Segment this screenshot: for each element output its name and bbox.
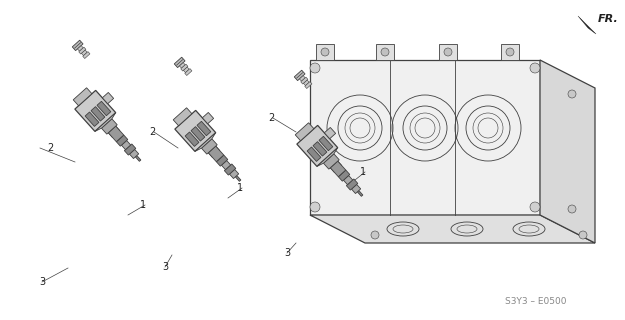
Polygon shape bbox=[195, 133, 216, 151]
Polygon shape bbox=[439, 44, 457, 60]
Polygon shape bbox=[229, 169, 239, 179]
Circle shape bbox=[579, 231, 587, 239]
Polygon shape bbox=[97, 101, 111, 116]
Polygon shape bbox=[197, 121, 211, 136]
Polygon shape bbox=[319, 136, 333, 151]
Text: 3: 3 bbox=[284, 248, 290, 258]
Circle shape bbox=[371, 231, 379, 239]
Polygon shape bbox=[184, 67, 189, 73]
Text: FR.: FR. bbox=[598, 14, 619, 24]
Polygon shape bbox=[305, 82, 312, 89]
Polygon shape bbox=[102, 92, 114, 104]
Polygon shape bbox=[346, 179, 358, 190]
Polygon shape bbox=[82, 52, 90, 59]
Polygon shape bbox=[208, 146, 220, 157]
Polygon shape bbox=[336, 167, 344, 176]
Text: 3: 3 bbox=[162, 262, 168, 272]
Polygon shape bbox=[116, 135, 128, 146]
Polygon shape bbox=[344, 175, 352, 185]
Circle shape bbox=[568, 90, 576, 98]
Polygon shape bbox=[113, 132, 123, 141]
Polygon shape bbox=[174, 57, 185, 68]
Circle shape bbox=[321, 48, 329, 56]
Polygon shape bbox=[81, 50, 88, 56]
Polygon shape bbox=[376, 44, 394, 60]
Polygon shape bbox=[310, 60, 540, 215]
Polygon shape bbox=[129, 149, 139, 158]
Polygon shape bbox=[301, 77, 308, 84]
Polygon shape bbox=[185, 132, 199, 147]
Polygon shape bbox=[501, 44, 519, 60]
Text: 3: 3 bbox=[39, 277, 45, 287]
Text: 2: 2 bbox=[47, 143, 53, 153]
Circle shape bbox=[310, 202, 320, 212]
Polygon shape bbox=[201, 139, 217, 154]
Polygon shape bbox=[307, 147, 321, 161]
Polygon shape bbox=[208, 146, 224, 162]
Polygon shape bbox=[173, 108, 192, 126]
Polygon shape bbox=[95, 113, 116, 132]
Polygon shape bbox=[179, 63, 185, 68]
Circle shape bbox=[530, 202, 540, 212]
Circle shape bbox=[530, 63, 540, 73]
Polygon shape bbox=[91, 107, 105, 121]
Polygon shape bbox=[540, 60, 595, 243]
Polygon shape bbox=[297, 125, 338, 166]
Text: 2: 2 bbox=[268, 113, 274, 123]
Polygon shape bbox=[224, 164, 236, 175]
Polygon shape bbox=[79, 47, 86, 54]
Polygon shape bbox=[72, 40, 83, 51]
Polygon shape bbox=[294, 70, 305, 81]
Polygon shape bbox=[101, 119, 118, 134]
Polygon shape bbox=[330, 161, 342, 172]
Polygon shape bbox=[295, 123, 314, 141]
Polygon shape bbox=[304, 80, 309, 86]
Circle shape bbox=[381, 48, 389, 56]
Polygon shape bbox=[317, 148, 338, 166]
Polygon shape bbox=[121, 140, 131, 150]
Circle shape bbox=[506, 48, 514, 56]
Polygon shape bbox=[357, 190, 363, 196]
Polygon shape bbox=[108, 126, 124, 142]
Polygon shape bbox=[216, 155, 227, 166]
Polygon shape bbox=[136, 156, 141, 161]
Polygon shape bbox=[124, 144, 136, 155]
Polygon shape bbox=[330, 161, 346, 177]
Polygon shape bbox=[175, 110, 216, 151]
Polygon shape bbox=[324, 127, 336, 139]
Polygon shape bbox=[310, 215, 595, 243]
Polygon shape bbox=[73, 88, 92, 106]
Polygon shape bbox=[213, 152, 222, 161]
Polygon shape bbox=[578, 16, 596, 34]
Polygon shape bbox=[78, 45, 83, 51]
Circle shape bbox=[568, 205, 576, 213]
Polygon shape bbox=[191, 127, 205, 141]
Polygon shape bbox=[85, 112, 99, 126]
Text: 1: 1 bbox=[237, 183, 243, 193]
Polygon shape bbox=[299, 76, 305, 81]
Text: 1: 1 bbox=[140, 200, 146, 210]
Polygon shape bbox=[324, 154, 339, 169]
Polygon shape bbox=[181, 64, 188, 71]
Polygon shape bbox=[185, 68, 192, 76]
Circle shape bbox=[444, 48, 452, 56]
Polygon shape bbox=[313, 142, 327, 156]
Text: 1: 1 bbox=[360, 167, 366, 177]
Polygon shape bbox=[236, 176, 241, 181]
Circle shape bbox=[310, 63, 320, 73]
Polygon shape bbox=[351, 184, 361, 194]
Polygon shape bbox=[338, 170, 350, 181]
Polygon shape bbox=[75, 90, 116, 132]
Polygon shape bbox=[221, 161, 231, 170]
Text: S3Y3 – E0500: S3Y3 – E0500 bbox=[505, 297, 566, 306]
Polygon shape bbox=[108, 126, 120, 137]
Polygon shape bbox=[316, 44, 334, 60]
Polygon shape bbox=[202, 112, 214, 124]
Text: 2: 2 bbox=[149, 127, 155, 137]
